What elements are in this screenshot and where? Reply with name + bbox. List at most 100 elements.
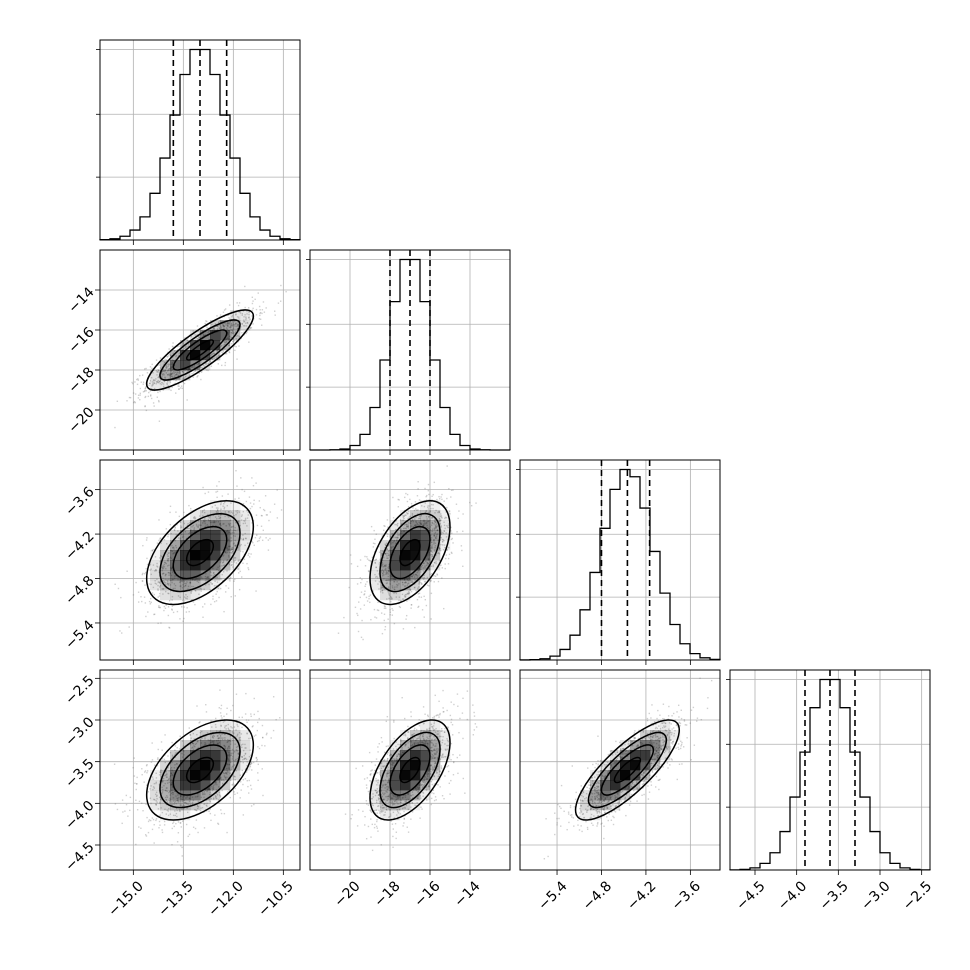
sample-point	[144, 396, 146, 399]
sample-point	[581, 830, 583, 833]
sample-point	[676, 778, 678, 781]
density-cell	[160, 800, 171, 811]
panel-3-1: −20 −18 −16 −14	[309, 669, 511, 911]
sample-point	[448, 487, 450, 490]
sample-point	[259, 309, 261, 311]
density-cell	[400, 750, 411, 761]
sample-point	[379, 810, 381, 813]
sample-point	[445, 756, 447, 758]
sample-point	[224, 551, 226, 554]
sample-point	[392, 533, 394, 535]
sample-point	[244, 285, 246, 288]
sample-point	[432, 729, 434, 731]
sample-point	[181, 807, 183, 810]
sample-point	[149, 788, 151, 790]
density-cell	[150, 800, 161, 811]
sample-point	[171, 803, 173, 806]
sample-point	[179, 735, 181, 737]
sample-point	[378, 588, 380, 590]
density-cell	[420, 730, 431, 741]
sample-point	[274, 314, 276, 316]
sample-point	[224, 353, 227, 355]
sample-point	[395, 745, 397, 748]
sample-point	[374, 561, 376, 564]
sample-point	[387, 586, 390, 588]
sample-point	[204, 363, 207, 365]
sample-point	[179, 371, 181, 373]
sample-point	[441, 754, 444, 756]
sample-point	[242, 537, 245, 540]
sample-point	[425, 564, 428, 567]
sample-point	[250, 327, 253, 329]
sample-point	[614, 799, 616, 801]
density-cell	[180, 740, 191, 751]
density-cell	[200, 330, 211, 341]
sample-point	[388, 579, 390, 582]
sample-point	[427, 785, 430, 787]
sample-point	[235, 758, 237, 761]
sample-point	[209, 360, 212, 363]
sample-point	[216, 349, 218, 352]
sample-point	[364, 565, 367, 567]
sample-point	[373, 810, 376, 812]
sample-point	[224, 364, 226, 367]
sample-point	[423, 574, 425, 577]
sample-point	[462, 737, 464, 740]
sample-point	[437, 757, 439, 760]
sample-point	[377, 772, 379, 774]
sample-point	[166, 370, 169, 372]
sample-point	[417, 737, 419, 740]
sample-point	[386, 579, 388, 582]
sample-point	[160, 542, 162, 544]
sample-point	[395, 536, 397, 539]
sample-point	[434, 518, 436, 521]
sample-point	[232, 526, 234, 528]
sample-point	[423, 784, 425, 786]
sample-point	[251, 296, 254, 298]
density-cell	[420, 560, 431, 571]
sample-point	[280, 284, 282, 287]
density-cell	[210, 580, 221, 591]
density-cell	[400, 590, 411, 601]
sample-point	[436, 751, 439, 753]
sample-point	[232, 547, 234, 549]
sample-point	[221, 344, 223, 347]
sample-point	[165, 604, 167, 606]
sample-point	[388, 597, 390, 600]
sample-point	[203, 796, 205, 799]
sample-point	[450, 551, 453, 554]
sample-point	[434, 745, 436, 747]
sample-point	[220, 327, 222, 329]
density-cell	[390, 780, 401, 791]
sample-point	[140, 381, 142, 383]
sample-point	[165, 359, 168, 361]
sample-point	[135, 581, 137, 584]
sample-point	[374, 616, 376, 618]
sample-point	[161, 831, 164, 834]
sample-point	[155, 569, 157, 571]
sample-point	[233, 339, 235, 342]
sample-point	[446, 497, 448, 500]
sample-point	[203, 588, 205, 590]
sample-point	[410, 794, 412, 797]
sample-point	[207, 515, 209, 518]
sample-point	[377, 780, 379, 782]
sample-point	[192, 521, 194, 523]
sample-point	[386, 715, 389, 718]
sample-point	[222, 505, 224, 507]
sample-point	[153, 787, 156, 789]
sample-point	[370, 818, 372, 820]
sample-point	[447, 726, 449, 728]
sample-point	[162, 370, 164, 372]
sample-point	[412, 574, 414, 576]
sample-point	[161, 370, 164, 373]
sample-point	[252, 761, 255, 764]
density-cell	[390, 590, 401, 601]
density-cell	[420, 790, 431, 801]
sample-point	[372, 793, 374, 795]
sample-point	[439, 515, 442, 517]
sample-point	[226, 748, 229, 750]
sample-point	[154, 379, 156, 382]
sample-point	[171, 844, 173, 846]
sample-point	[579, 812, 581, 814]
